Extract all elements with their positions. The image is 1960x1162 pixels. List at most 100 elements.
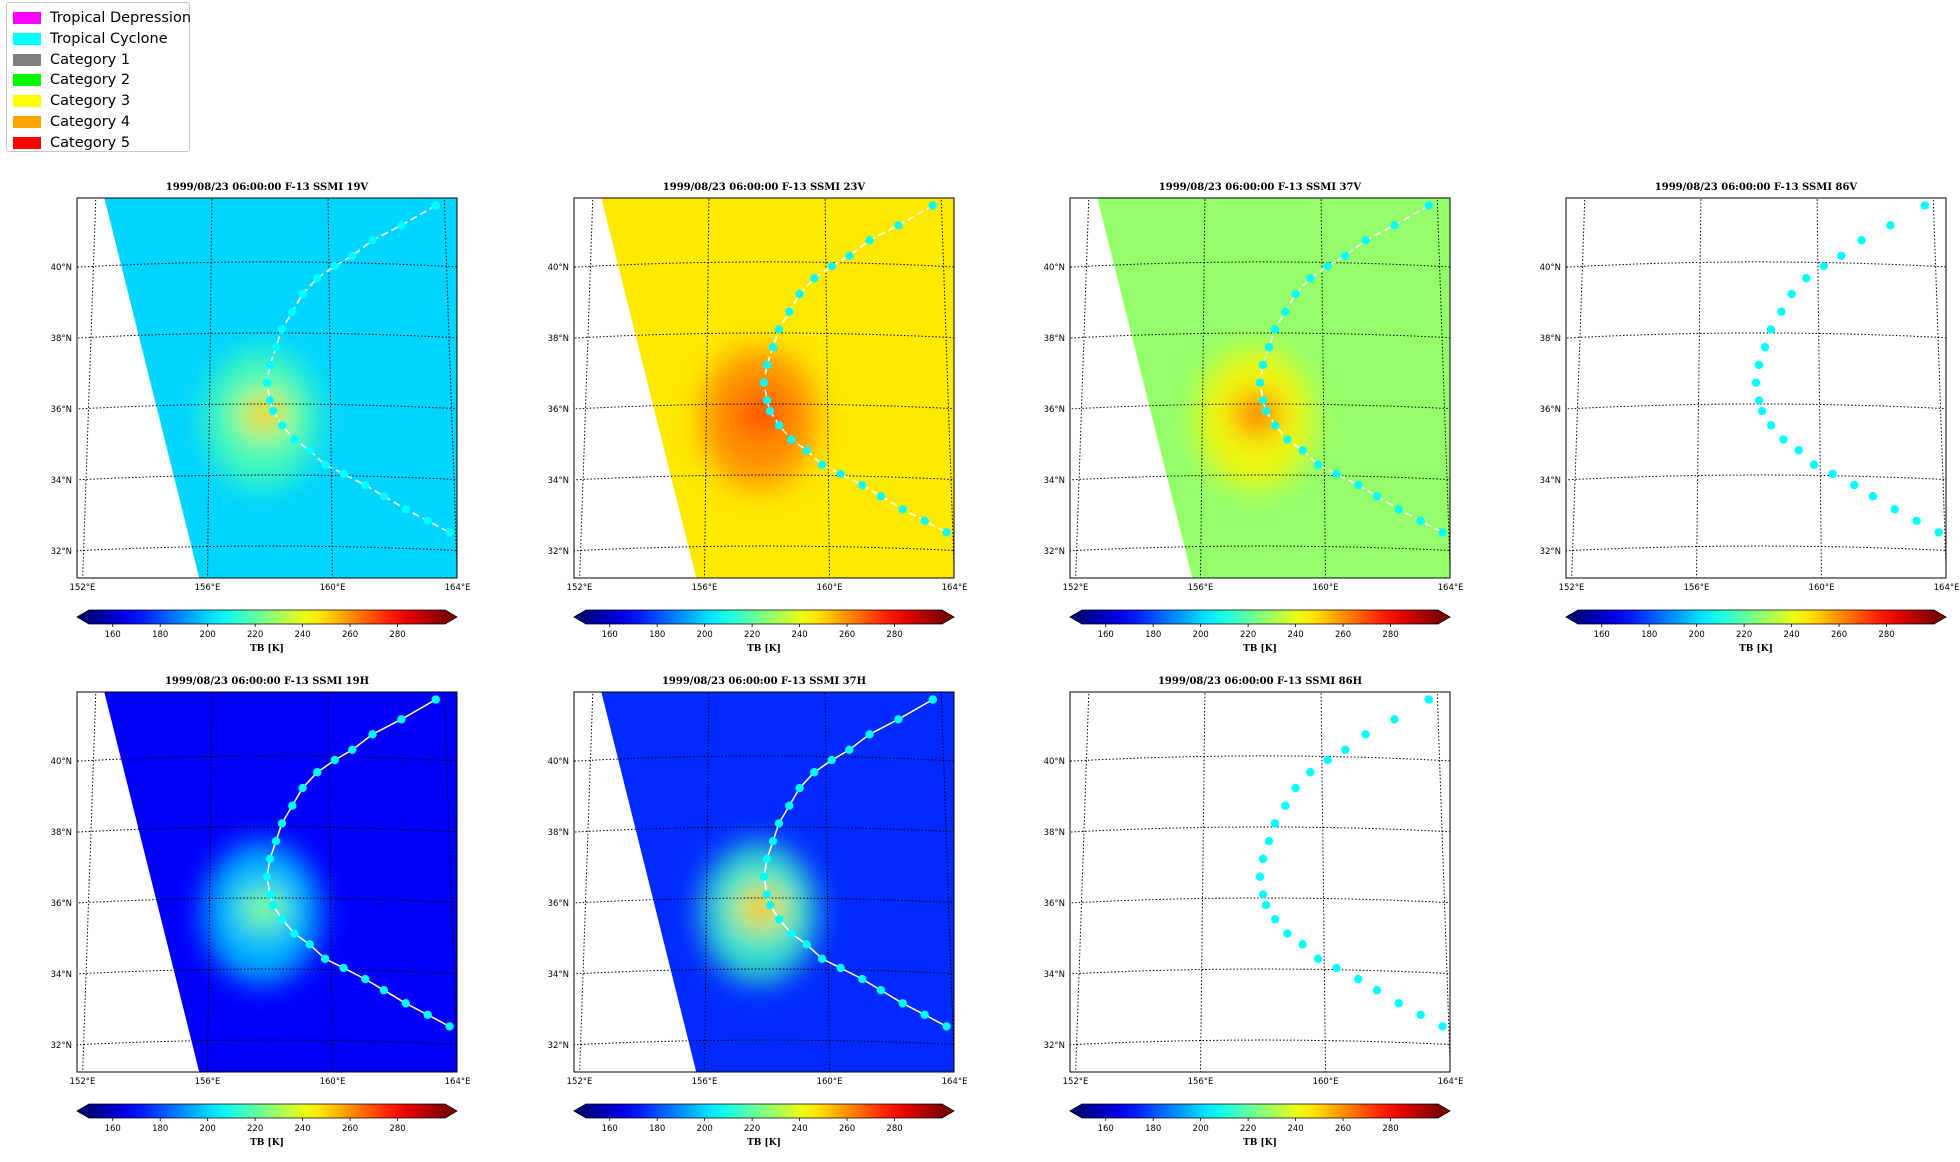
- lat-tick-label: 36°N: [1540, 405, 1561, 415]
- track-point: [1416, 1010, 1425, 1020]
- track-point: [423, 516, 432, 526]
- track-point: [762, 360, 772, 370]
- lat-tick-label: 32°N: [548, 1041, 569, 1051]
- track-point: [1809, 460, 1819, 469]
- lat-tick-label: 38°N: [51, 334, 72, 344]
- graticule: [77, 198, 457, 578]
- track-point: [1802, 274, 1811, 283]
- track-point: [774, 915, 784, 924]
- colorbar-tick-label: 260: [1335, 630, 1351, 640]
- track-point: [1283, 435, 1292, 444]
- track-point: [348, 745, 357, 754]
- track-point: [1390, 221, 1399, 230]
- colorbar-tick-label: 180: [152, 630, 168, 640]
- track-point: [827, 755, 837, 765]
- legend-label: Tropical Depression: [50, 10, 192, 26]
- graticule: [574, 692, 954, 1072]
- track-point: [313, 274, 322, 283]
- track-point: [1438, 528, 1447, 537]
- legend-item: Category 1: [13, 50, 130, 70]
- track-point: [858, 974, 867, 984]
- lon-tick-label: 156°E: [195, 1077, 221, 1087]
- track-point: [1298, 446, 1307, 455]
- track-point: [1754, 360, 1764, 370]
- lat-tick-label: 38°N: [1540, 334, 1561, 344]
- graticule: [574, 198, 954, 578]
- track-point: [768, 836, 778, 846]
- lon-tick-label: 156°E: [1188, 1077, 1214, 1087]
- map-frame: [1069, 197, 1451, 579]
- lat-tick-label: 36°N: [548, 899, 569, 909]
- track-point: [1890, 505, 1899, 514]
- colorbar-tick-label: 260: [1335, 1124, 1351, 1134]
- colorbar-tick-label: 160: [1098, 630, 1114, 640]
- track-point: [1255, 378, 1265, 387]
- track-point: [265, 854, 275, 864]
- track-point: [785, 307, 794, 316]
- track-point: [265, 360, 275, 370]
- track-point: [759, 872, 769, 881]
- lon-tick-label: 156°E: [1684, 583, 1710, 593]
- track-point: [298, 783, 307, 793]
- track-point: [1868, 492, 1878, 501]
- colorbar-tick-label: 240: [791, 630, 807, 640]
- track-point: [1258, 854, 1268, 864]
- lon-tick-label: 164°E: [942, 1077, 968, 1087]
- track-point: [277, 325, 287, 334]
- track-point: [1850, 480, 1859, 490]
- track-point: [271, 836, 281, 846]
- track-point: [401, 999, 410, 1008]
- track-point: [265, 396, 275, 405]
- track-point: [1270, 421, 1280, 430]
- track-point: [765, 900, 775, 910]
- colorbar-tick-label: 200: [1193, 1124, 1209, 1134]
- legend-swatch: [13, 32, 41, 45]
- lat-tick-label: 36°N: [1044, 405, 1065, 415]
- colorbar-tick-label: 200: [200, 1124, 216, 1134]
- track-point: [802, 446, 811, 455]
- track-point: [1372, 492, 1382, 501]
- track-point: [1291, 783, 1300, 793]
- lat-tick-label: 32°N: [51, 1041, 72, 1051]
- legend-label: Category 2: [50, 72, 131, 89]
- track-point: [262, 872, 272, 881]
- track-point: [810, 274, 819, 283]
- track-point: [368, 236, 377, 245]
- colorbar-tick-label: 280: [1878, 630, 1894, 640]
- track-point: [787, 929, 796, 938]
- colorbar-tick-label: 220: [247, 1124, 263, 1134]
- tb-field: [104, 692, 457, 1072]
- track-point: [1751, 378, 1761, 387]
- colorbar-label: TB [K]: [1243, 644, 1277, 654]
- panel-title: 1999/08/23 06:00:00 F-13 SSMI 86V: [1655, 182, 1858, 193]
- track-point: [268, 900, 278, 910]
- track-point: [1837, 251, 1846, 260]
- track-point: [898, 505, 907, 514]
- colorbar-tick-label: 200: [200, 630, 216, 640]
- track-point: [1281, 307, 1290, 316]
- map-panel: 1999/08/23 06:00:00 F-13 SSMI 37H 32°N 34°…: [548, 676, 968, 1148]
- track-point: [262, 378, 272, 387]
- track-point: [1323, 261, 1333, 271]
- colorbar-tick-label: 180: [1145, 1124, 1161, 1134]
- colorbar-tick-label: 160: [602, 630, 618, 640]
- lat-tick-label: 40°N: [51, 757, 72, 767]
- track-point: [1298, 940, 1307, 949]
- legend-swatch: [13, 74, 41, 87]
- track-point: [894, 715, 903, 724]
- track-point: [1438, 1022, 1447, 1031]
- colorbar-tick-label: 260: [342, 1124, 358, 1134]
- track-point: [1270, 325, 1280, 334]
- lon-tick-label: 160°E: [817, 1077, 843, 1087]
- lon-tick-label: 156°E: [692, 583, 718, 593]
- track-point: [762, 396, 772, 405]
- legend-item: Tropical Cyclone: [13, 29, 168, 49]
- track-point: [305, 446, 314, 455]
- lat-tick-label: 32°N: [1044, 1041, 1065, 1051]
- colorbar-label: TB [K]: [1739, 644, 1773, 654]
- legend-label: Category 1: [50, 51, 131, 68]
- legend-label: Tropical Cyclone: [50, 30, 168, 47]
- track-point: [1920, 201, 1929, 210]
- colorbar: 160 180 200 220 240 260 280 TB [K]: [1069, 609, 1451, 654]
- legend-item: Category 4: [13, 112, 130, 132]
